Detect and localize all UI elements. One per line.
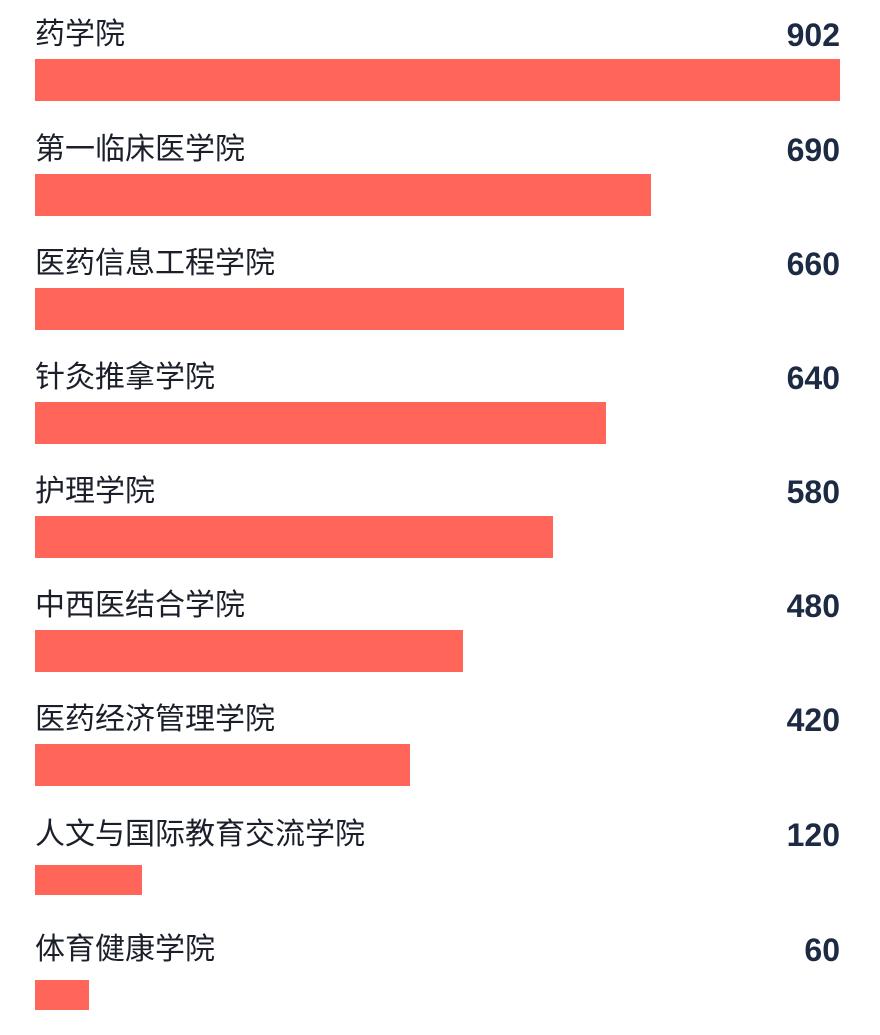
category-label: 护理学院 xyxy=(35,474,155,509)
value-label: 580 xyxy=(786,474,840,510)
value-label: 120 xyxy=(786,817,840,853)
category-label: 药学院 xyxy=(35,17,125,52)
value-label: 690 xyxy=(786,132,840,168)
value-label: 640 xyxy=(786,360,840,396)
bar xyxy=(35,744,410,786)
bar xyxy=(35,516,553,558)
bar-row: 中西医结合学院 480 xyxy=(35,586,840,691)
value-label: 60 xyxy=(804,932,840,968)
category-label: 体育健康学院 xyxy=(35,932,215,967)
bar xyxy=(35,59,840,101)
bar xyxy=(35,630,463,672)
bar xyxy=(35,288,624,330)
bar-row: 护理学院 580 xyxy=(35,472,840,577)
value-label: 902 xyxy=(786,17,840,53)
value-label: 420 xyxy=(786,702,840,738)
category-label: 针灸推拿学院 xyxy=(35,360,215,395)
category-label: 人文与国际教育交流学院 xyxy=(35,817,365,852)
bar-row: 针灸推拿学院 640 xyxy=(35,358,840,463)
bar-row: 药学院 902 xyxy=(35,15,840,120)
value-label: 480 xyxy=(786,588,840,624)
bar-row: 医药经济管理学院 420 xyxy=(35,700,840,805)
category-label: 医药信息工程学院 xyxy=(35,246,275,281)
category-label: 医药经济管理学院 xyxy=(35,702,275,737)
bar xyxy=(35,402,606,444)
bar xyxy=(35,865,142,895)
bar-row: 体育健康学院 60 xyxy=(35,930,840,1035)
category-label: 第一临床医学院 xyxy=(35,132,245,167)
category-label: 中西医结合学院 xyxy=(35,588,245,623)
bar xyxy=(35,980,89,1010)
bar-row: 人文与国际教育交流学院 120 xyxy=(35,815,840,920)
bar-row: 医药信息工程学院 660 xyxy=(35,244,840,349)
value-label: 660 xyxy=(786,246,840,282)
bar-row: 第一临床医学院 690 xyxy=(35,130,840,235)
bar xyxy=(35,174,651,216)
